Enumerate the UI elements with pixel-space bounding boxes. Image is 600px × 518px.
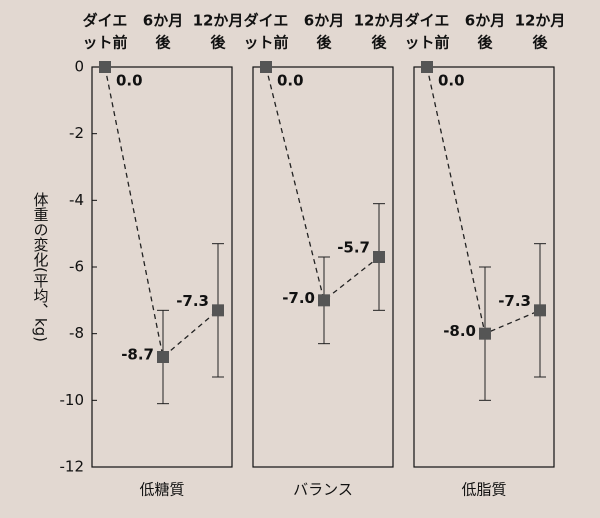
x-category-label: 6か月 — [143, 12, 183, 30]
y-tick-label: -6 — [69, 258, 84, 276]
x-category-label: 後 — [154, 34, 171, 52]
x-category-label: ット前 — [404, 34, 449, 52]
x-category-label: ダイエ — [83, 12, 128, 30]
value-label: -7.3 — [498, 292, 531, 310]
y-axis-label: 体重の変化(平均、kg) — [32, 192, 50, 342]
y-tick-label: 0 — [74, 58, 84, 76]
x-category-label: ット前 — [243, 34, 288, 52]
value-label: 0.0 — [116, 72, 143, 90]
panel-frame — [413, 66, 555, 468]
y-tick-label: -2 — [69, 124, 84, 142]
panel-label: バランス — [293, 481, 353, 499]
value-label: 0.0 — [438, 72, 465, 90]
panel-label: 低糖質 — [139, 481, 184, 499]
x-category-label: ット前 — [82, 34, 127, 52]
line — [265, 66, 380, 302]
marker — [212, 304, 224, 317]
value-label: -7.3 — [176, 292, 209, 310]
x-category-label: 12か月 — [515, 12, 566, 30]
marker — [318, 294, 330, 307]
x-category-label: 12か月 — [354, 12, 405, 30]
line — [104, 66, 219, 359]
value-label: 0.0 — [277, 72, 304, 90]
y-tick-label: -8 — [69, 324, 84, 342]
x-category-label: 後 — [370, 34, 387, 52]
panel-label: 低脂質 — [461, 481, 506, 499]
marker — [421, 61, 433, 73]
value-label: -5.7 — [337, 239, 370, 257]
marker — [479, 327, 491, 340]
y-tick-label: -12 — [60, 458, 85, 476]
x-category-label: 後 — [476, 34, 493, 52]
marker — [373, 251, 385, 263]
x-category-label: 後 — [315, 34, 332, 52]
panel-frame — [91, 66, 233, 468]
marker — [534, 304, 546, 317]
x-category-label: 6か月 — [465, 12, 505, 30]
x-category-label: 12か月 — [193, 12, 244, 30]
x-category-label: 後 — [531, 34, 548, 52]
x-category-label: ダイエ — [244, 12, 289, 30]
value-label: -8.0 — [443, 322, 476, 340]
value-label: -7.0 — [282, 289, 315, 307]
marker — [99, 61, 111, 73]
value-label: -8.7 — [121, 346, 154, 364]
panel-frame — [252, 66, 394, 468]
x-category-label: 6か月 — [304, 12, 344, 30]
y-tick-label: -10 — [60, 391, 85, 409]
x-category-label: 後 — [209, 34, 226, 52]
x-category-label: ダイエ — [405, 12, 450, 30]
marker — [260, 61, 272, 73]
marker — [157, 351, 169, 363]
y-tick-label: -4 — [69, 191, 84, 209]
